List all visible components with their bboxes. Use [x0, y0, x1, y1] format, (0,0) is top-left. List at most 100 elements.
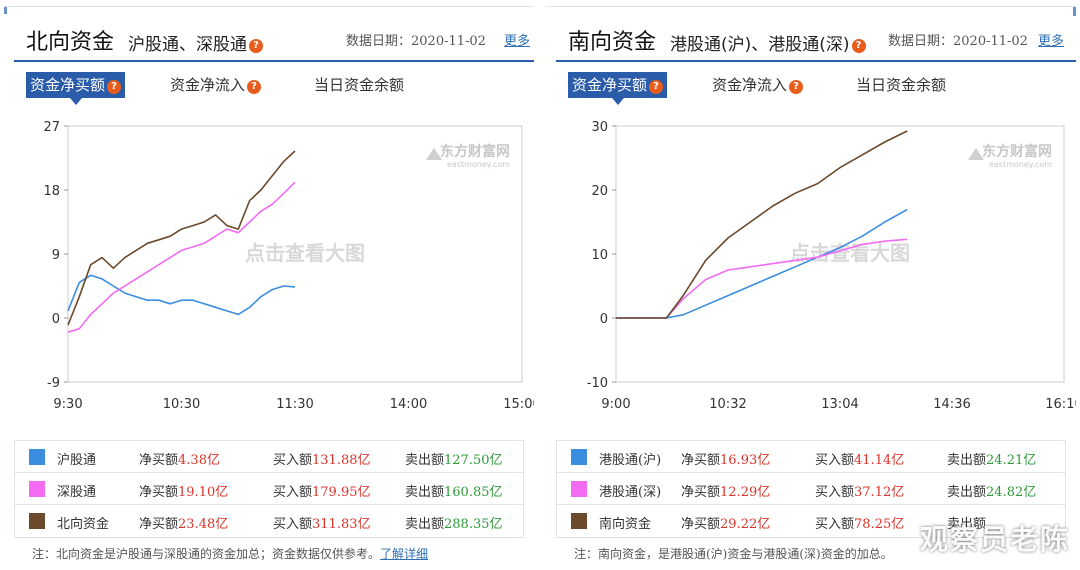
- sell-cell: 卖出额24.82亿: [947, 485, 1037, 500]
- tab-net-buy[interactable]: 资金净买额?: [26, 72, 126, 105]
- series-line: [67, 181, 296, 333]
- net-buy-cell: 净买额23.48亿: [139, 517, 229, 532]
- x-tick-label: 9:00: [601, 397, 630, 412]
- legend-name: 港股通(沪): [599, 453, 662, 468]
- legend-name: 北向资金: [57, 517, 110, 532]
- plot-area: [67, 125, 523, 383]
- header-rule: [14, 60, 534, 62]
- x-tick-label: 16:10: [1045, 397, 1076, 412]
- eastmoney-logo: 东方财富网: [982, 143, 1052, 160]
- y-tick-label: 0: [600, 312, 608, 327]
- buy-cell: 买入额78.25亿: [815, 517, 905, 532]
- author-watermark: 观察员老陈: [919, 523, 1070, 556]
- tab-net-inflow[interactable]: 资金净流入?: [166, 72, 265, 98]
- legend-row: 南向资金 净买额29.22亿 买入额78.25亿 卖出额: [557, 505, 1065, 537]
- legend-row: 港股通(沪) 净买额16.93亿 买入额41.14亿 卖出额24.21亿: [557, 441, 1065, 473]
- view-large-overlay: 点击查看大图: [245, 241, 365, 265]
- x-tick-label: 11:30: [276, 397, 313, 412]
- help-icon[interactable]: ?: [649, 80, 664, 94]
- panel-edge-mark: [1073, 6, 1076, 16]
- top-divider: [546, 6, 1076, 7]
- legend-name: 深股通: [57, 485, 97, 500]
- help-icon[interactable]: ?: [249, 39, 263, 53]
- tab-net-buy[interactable]: 资金净买额?: [568, 72, 668, 105]
- y-tick-label: 27: [43, 120, 60, 135]
- legend-swatch: [29, 481, 45, 497]
- y-tick-label: 20: [591, 184, 608, 199]
- panel-header: 南向资金 港股通(沪)、港股通(深)? 数据日期：2020-11-02 更多: [566, 22, 1076, 58]
- panel-header: 北向资金 沪股通、深股通? 数据日期：2020-11-02 更多: [24, 22, 534, 58]
- x-tick-label: 14:36: [933, 397, 970, 412]
- buy-cell: 买入额179.95亿: [273, 485, 371, 500]
- sell-cell: 卖出额127.50亿: [405, 453, 503, 468]
- sell-cell: 卖出额288.35亿: [405, 517, 503, 532]
- northbound-chart[interactable]: 27 18 9 0 -9 9:30 10:30 11:30 14:00 15:00 东方财富网eas…: [4, 110, 534, 420]
- y-tick-label: 30: [591, 120, 608, 135]
- legend-swatch: [571, 449, 587, 465]
- y-tick-label: 10: [591, 248, 608, 263]
- x-tick-label: 15:00: [503, 397, 534, 412]
- tab-daily-balance[interactable]: 当日资金余额: [314, 76, 405, 94]
- help-icon[interactable]: ?: [247, 80, 262, 94]
- panel-title: 北向资金: [26, 30, 115, 55]
- header-rule: [556, 60, 1076, 62]
- eastmoney-logo-icon: [426, 148, 442, 160]
- net-buy-cell: 净买额12.29亿: [681, 485, 771, 500]
- eastmoney-logo: 东方财富网: [440, 143, 510, 160]
- panel-edge-mark: [4, 6, 7, 14]
- series-line: [67, 274, 296, 316]
- legend-table: 港股通(沪) 净买额16.93亿 买入额41.14亿 卖出额24.21亿 港股通…: [556, 440, 1066, 538]
- help-icon[interactable]: ?: [851, 39, 866, 53]
- y-tick-label: 9: [52, 248, 60, 263]
- legend-name: 南向资金: [599, 517, 652, 532]
- series-line: [616, 130, 908, 319]
- x-tick-label: 10:30: [163, 397, 200, 412]
- legend-row: 北向资金 净买额23.48亿 买入额311.83亿 卖出额288.35亿: [15, 505, 523, 537]
- southbound-panel: 南向资金 港股通(沪)、港股通(深)? 数据日期：2020-11-02 更多 资…: [546, 0, 1076, 570]
- help-icon[interactable]: ?: [107, 80, 122, 94]
- x-tick-label: 10:32: [709, 397, 746, 412]
- net-buy-cell: 净买额19.10亿: [139, 485, 229, 500]
- tab-daily-balance[interactable]: 当日资金余额: [856, 76, 947, 94]
- y-tick-label: -9: [47, 376, 60, 391]
- tab-net-inflow[interactable]: 资金净流入?: [708, 72, 807, 98]
- buy-cell: 买入额41.14亿: [815, 453, 905, 468]
- sell-cell: 卖出额: [947, 517, 987, 532]
- northbound-panel: 北向资金 沪股通、深股通? 数据日期：2020-11-02 更多 资金净买额? …: [4, 0, 534, 570]
- legend-swatch: [571, 481, 587, 497]
- learn-more-link[interactable]: 了解详细: [380, 547, 429, 561]
- legend-swatch: [571, 513, 587, 529]
- tab-bar: 资金净买额? 资金净流入? 当日资金余额: [566, 72, 1076, 105]
- buy-cell: 买入额37.12亿: [815, 485, 905, 500]
- legend-name: 港股通(深): [599, 485, 662, 500]
- x-tick-label: 9:30: [53, 397, 82, 412]
- legend-swatch: [29, 449, 45, 465]
- sell-cell: 卖出额160.85亿: [405, 485, 503, 500]
- buy-cell: 买入额311.83亿: [273, 517, 371, 532]
- help-icon[interactable]: ?: [789, 80, 804, 94]
- eastmoney-logo-icon: [968, 148, 984, 160]
- tab-bar: 资金净买额? 资金净流入? 当日资金余额: [24, 72, 534, 105]
- legend-row: 港股通(深) 净买额12.29亿 买入额37.12亿 卖出额24.82亿: [557, 473, 1065, 505]
- series-line: [67, 150, 296, 326]
- net-buy-cell: 净买额4.38亿: [139, 453, 220, 468]
- legend-row: 沪股通 净买额4.38亿 买入额131.88亿 卖出额127.50亿: [15, 441, 523, 473]
- southbound-chart[interactable]: 30 20 10 0 -10 9:00 10:32 13:04 14:36 16:10 东方财富网e…: [546, 110, 1076, 420]
- more-link[interactable]: 更多: [504, 34, 531, 49]
- series-line: [616, 208, 908, 319]
- data-date: 数据日期：2020-11-02: [888, 34, 1028, 49]
- eastmoney-logo-sub: eastmoney.com: [447, 160, 510, 169]
- panel-subtitle: 沪股通、深股通?: [128, 30, 263, 55]
- data-date: 数据日期：2020-11-02: [346, 34, 486, 49]
- legend-table: 沪股通 净买额4.38亿 买入额131.88亿 卖出额127.50亿 深股通 净…: [14, 440, 524, 538]
- more-link[interactable]: 更多: [1038, 34, 1065, 49]
- buy-cell: 买入额131.88亿: [273, 453, 371, 468]
- legend-row: 深股通 净买额19.10亿 买入额179.95亿 卖出额160.85亿: [15, 473, 523, 505]
- top-divider: [4, 6, 534, 7]
- y-tick-label: 0: [52, 312, 60, 327]
- legend-swatch: [29, 513, 45, 529]
- plot-area: [615, 125, 1065, 383]
- sell-cell: 卖出额24.21亿: [947, 453, 1037, 468]
- net-buy-cell: 净买额16.93亿: [681, 453, 771, 468]
- panel-subtitle: 港股通(沪)、港股通(深)?: [670, 30, 866, 55]
